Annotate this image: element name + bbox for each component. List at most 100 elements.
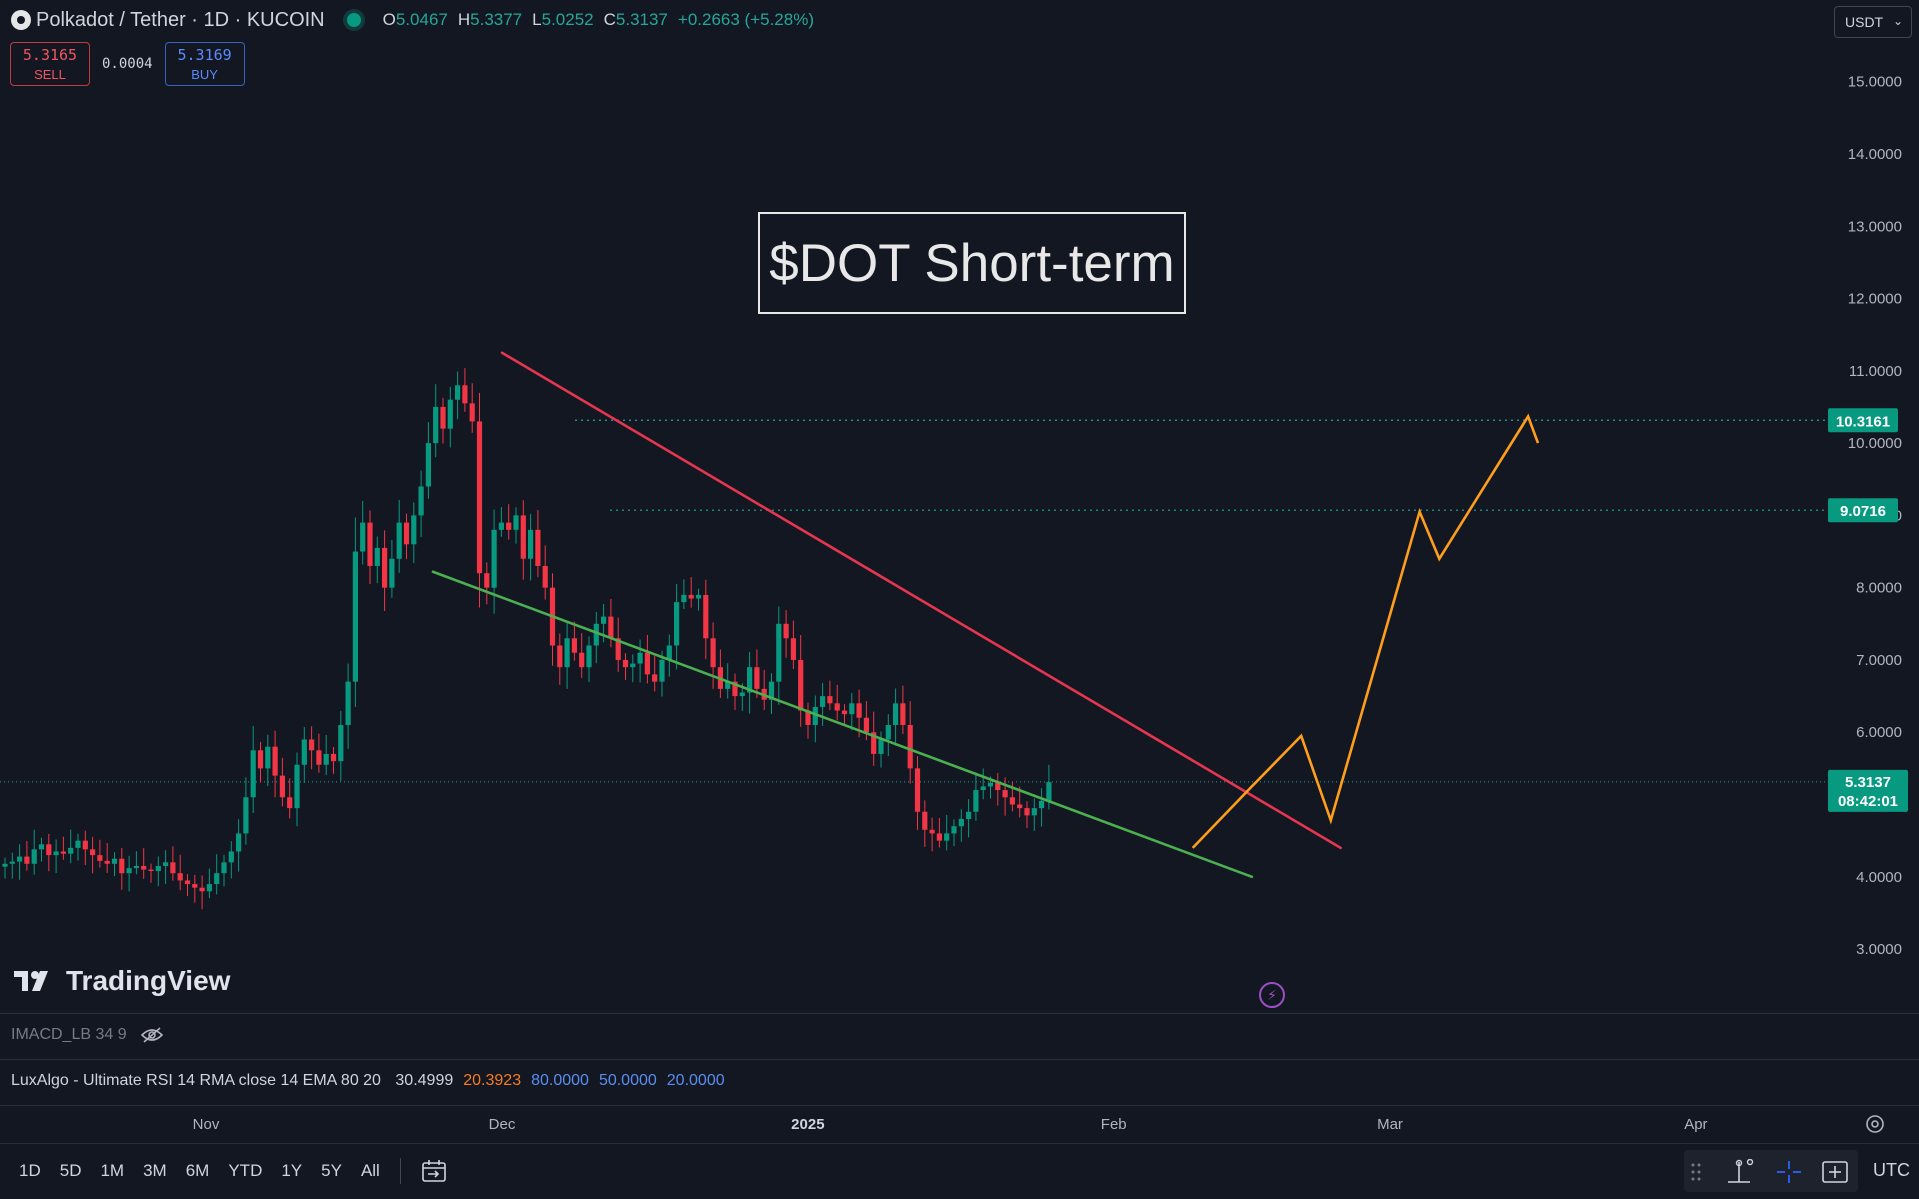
chart-annotation-title[interactable]: $DOT Short-term <box>758 212 1186 314</box>
candle-body <box>980 786 986 791</box>
candle-body <box>841 710 848 715</box>
symbol-title[interactable]: Polkadot / Tether · 1D · KUCOIN <box>36 8 325 31</box>
candle-body <box>374 547 380 566</box>
timeframe-5y[interactable]: 5Y <box>321 1161 342 1180</box>
candle <box>1017 786 1023 818</box>
candle <box>841 704 848 727</box>
drawing-tools-panel <box>1684 1150 1858 1192</box>
candle <box>425 422 431 499</box>
candle-body <box>104 860 110 864</box>
candle-body <box>221 862 227 874</box>
last-price-badge <box>1828 769 1908 812</box>
candle-body <box>513 515 519 530</box>
candle <box>783 610 789 658</box>
eye-hidden-icon[interactable] <box>140 1027 163 1043</box>
candle <box>433 384 439 458</box>
price-tick-label: 14.0000 <box>1848 146 1902 163</box>
timeframe-1d[interactable]: 1D <box>19 1161 41 1180</box>
candle <box>374 536 380 584</box>
candle-body <box>228 851 234 863</box>
candle-body <box>732 681 738 697</box>
candle-body <box>652 674 658 682</box>
tradingview-logo[interactable]: TradingView <box>14 965 230 997</box>
timeframe-1y[interactable]: 1Y <box>281 1161 303 1180</box>
candle <box>637 639 643 683</box>
timeframe-3m[interactable]: 3M <box>143 1161 167 1180</box>
candle <box>301 726 307 784</box>
tradingview-logo-icon <box>14 971 48 991</box>
candle <box>265 734 271 787</box>
candle-body <box>966 811 972 819</box>
candle <box>644 635 650 684</box>
candle-body <box>60 851 66 854</box>
candle-body <box>871 732 877 754</box>
pane-divider[interactable] <box>0 1013 1919 1014</box>
indicator-imacd[interactable]: IMACD_LB 34 9 <box>11 1026 163 1044</box>
timeframe-1m[interactable]: 1M <box>100 1161 125 1180</box>
indicator-luxalgo[interactable]: LuxAlgo - Ultimate RSI 14 RMA close 14 E… <box>11 1072 725 1090</box>
indicator-value: 20.3923 <box>463 1072 522 1089</box>
candle <box>403 513 410 560</box>
candle-body <box>323 753 329 765</box>
candle-body <box>586 645 592 668</box>
drag-handle-icon[interactable] <box>1690 1159 1702 1185</box>
candle <box>732 673 738 710</box>
zoom-range-icon[interactable] <box>1820 1159 1850 1185</box>
candle <box>944 815 950 851</box>
pane-divider[interactable] <box>0 1105 1919 1106</box>
lightning-icon[interactable]: ⚡ <box>1259 982 1285 1008</box>
timeframe-6m[interactable]: 6M <box>185 1161 210 1180</box>
candle-body <box>236 833 242 852</box>
candle-body <box>805 710 811 726</box>
timeframe-all[interactable]: All <box>360 1161 380 1180</box>
sell-button[interactable]: 5.3165 SELL <box>10 42 90 86</box>
time-axis[interactable]: Nov Dec 2025 Feb Mar Apr <box>0 1110 1919 1140</box>
candle <box>885 714 891 757</box>
price-tick-label: 13.0000 <box>1848 218 1902 235</box>
crosshair-icon[interactable] <box>1774 1159 1804 1185</box>
price-tick-label: 10.0000 <box>1848 435 1902 452</box>
timeframe-5d[interactable]: 5D <box>59 1161 82 1180</box>
settings-gear-icon[interactable] <box>1864 1113 1886 1135</box>
candle <box>206 868 212 899</box>
candle-body <box>352 551 358 682</box>
candle-body <box>97 855 103 861</box>
candle-body <box>944 833 950 841</box>
candle-body <box>53 851 59 856</box>
candle-body <box>38 844 45 850</box>
candle <box>528 513 534 581</box>
measure-tool-icon[interactable] <box>1724 1159 1754 1185</box>
candle-body <box>703 594 709 639</box>
currency-select[interactable]: USDT ⌄ <box>1834 6 1912 38</box>
candle <box>929 817 935 852</box>
candle <box>907 701 913 784</box>
candle-body <box>725 681 731 689</box>
candle-body <box>681 594 687 603</box>
candle-body <box>666 645 672 660</box>
spread-value: 0.0004 <box>102 56 153 72</box>
candle-body <box>856 703 862 718</box>
pane-divider[interactable] <box>0 1059 1919 1060</box>
sell-label: SELL <box>34 67 66 82</box>
timezone-button[interactable]: UTC <box>1873 1160 1910 1180</box>
candle <box>2 857 8 879</box>
time-tick-label: Feb <box>1100 1116 1127 1133</box>
timeframe-ytd[interactable]: YTD <box>228 1161 263 1180</box>
candle <box>389 539 395 598</box>
candle <box>221 854 227 887</box>
candle-body <box>265 746 271 769</box>
market-status-icon[interactable] <box>346 13 361 27</box>
date-range-calendar-icon[interactable] <box>421 1159 447 1183</box>
candle-body <box>498 522 504 530</box>
candle-body <box>571 638 577 653</box>
candle <box>345 663 351 749</box>
candle <box>849 693 855 731</box>
candle <box>24 841 30 871</box>
buy-button[interactable]: 5.3169 BUY <box>164 42 245 86</box>
resistance-trendline <box>500 351 1342 850</box>
candle <box>462 368 468 412</box>
candle-body <box>46 844 52 856</box>
candle <box>579 633 585 679</box>
candle <box>586 636 592 682</box>
